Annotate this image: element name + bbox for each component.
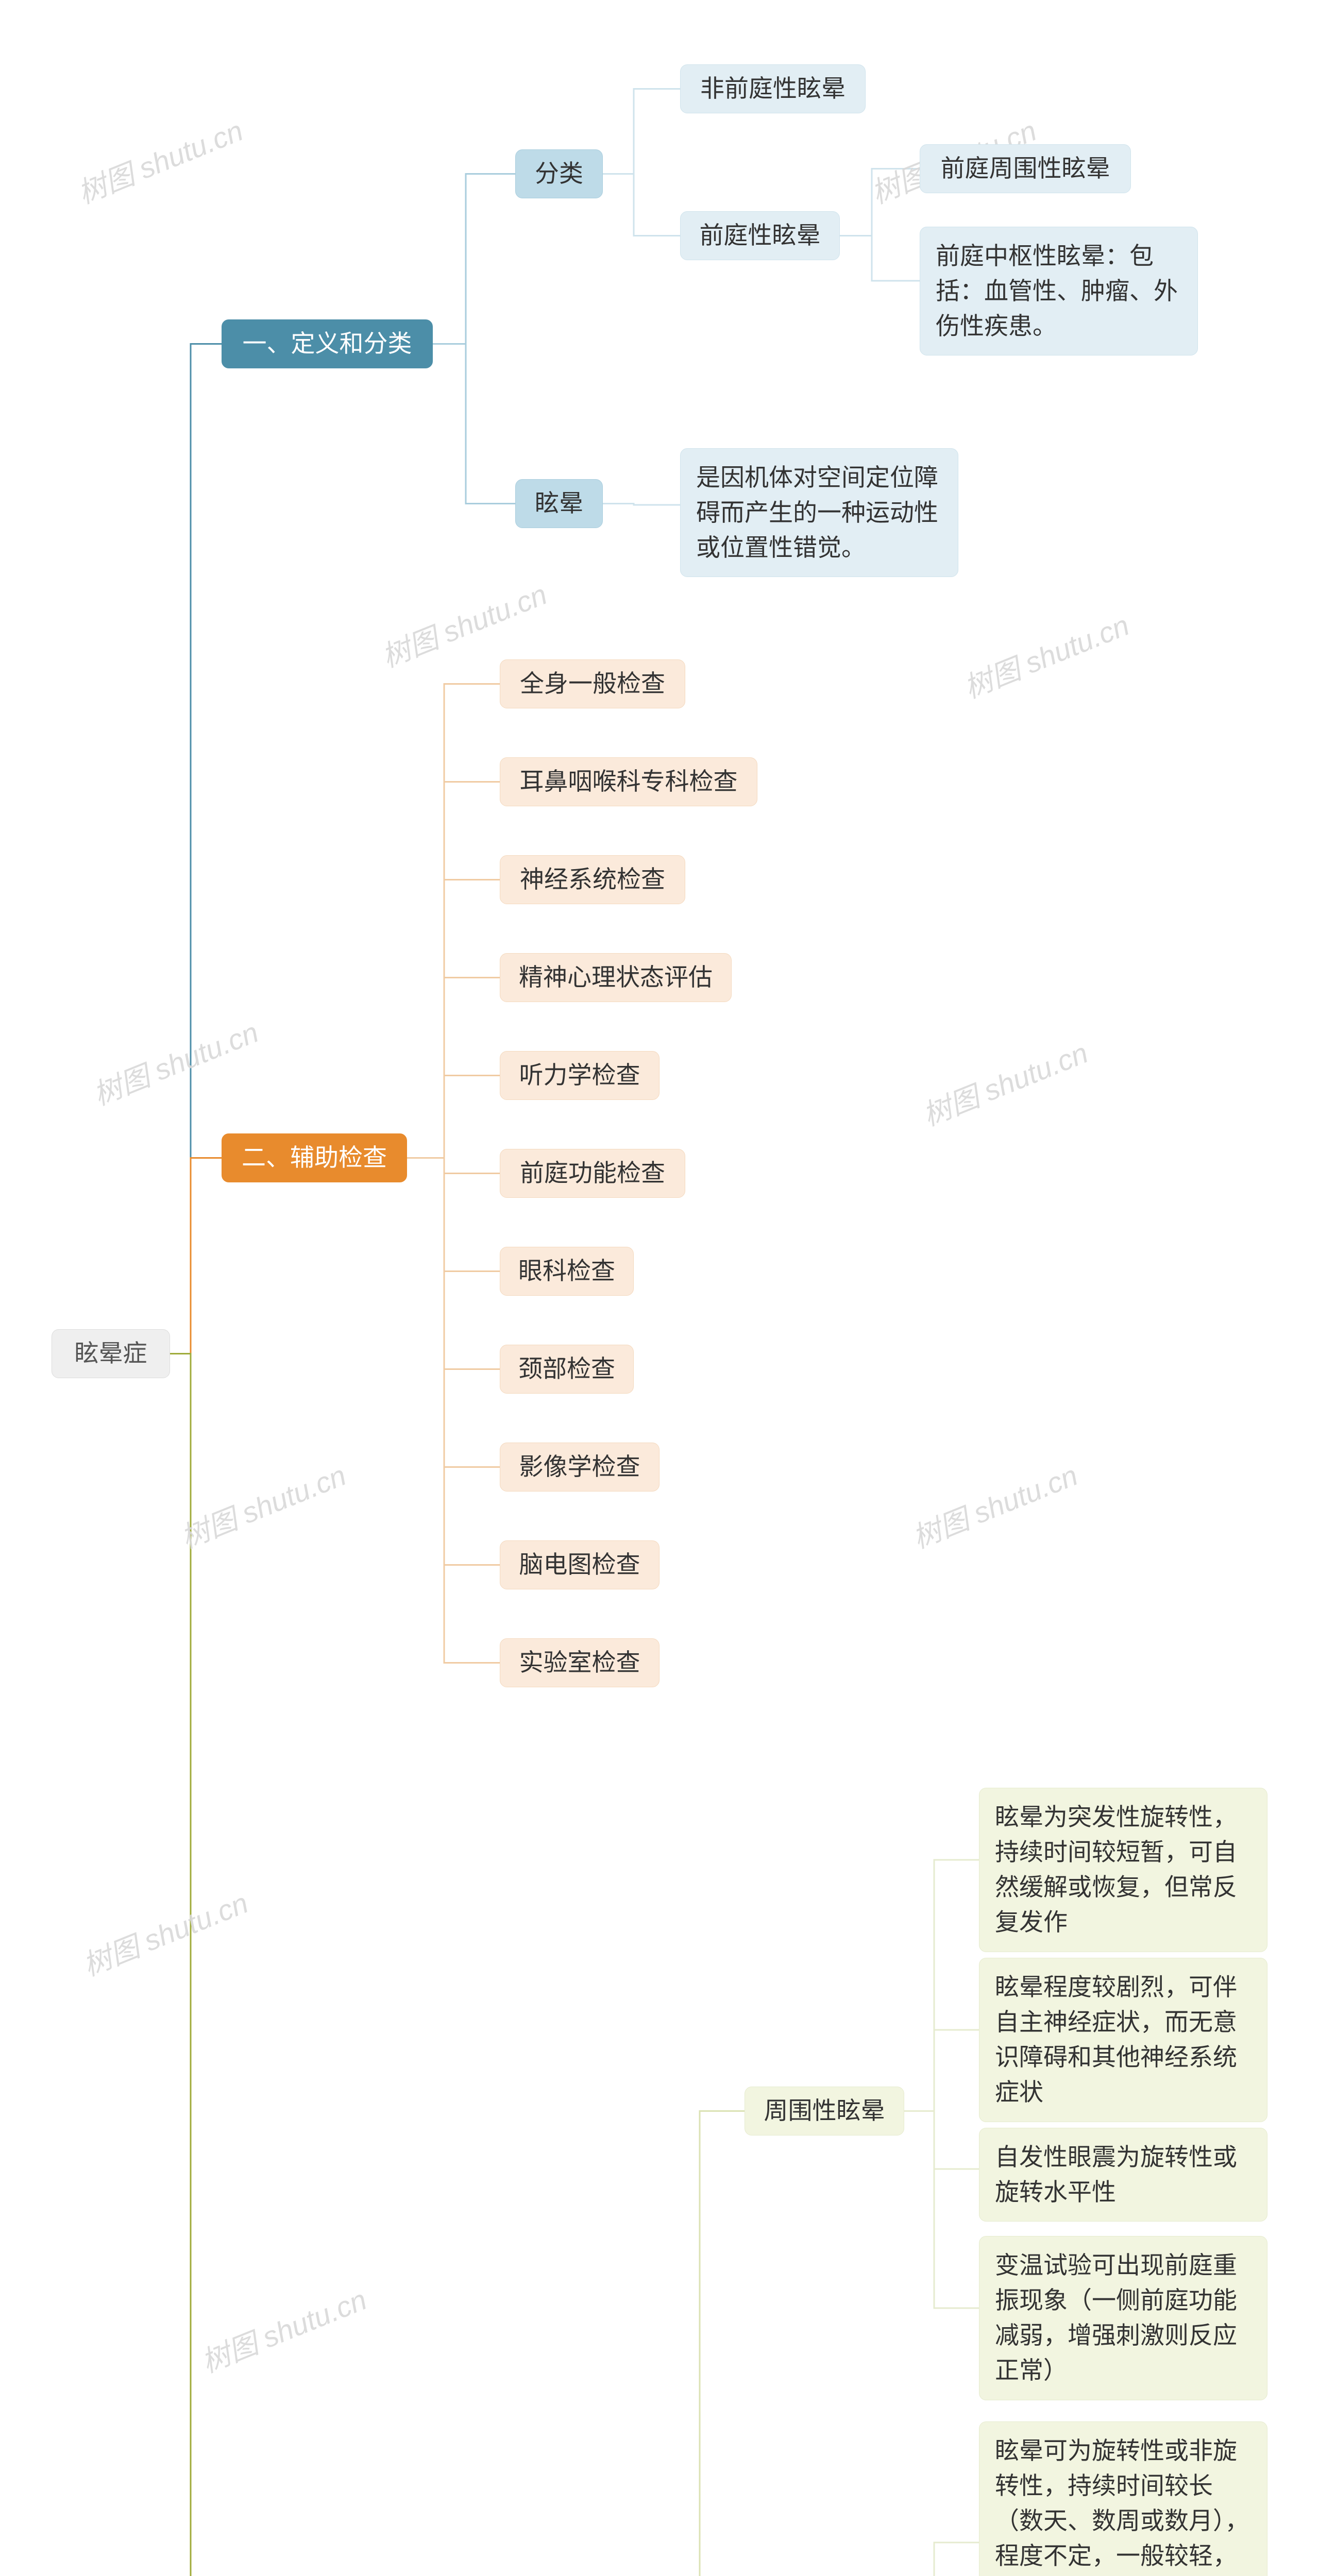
mindmap-node-g2_7[interactable]: 眼科检查: [500, 1247, 634, 1296]
connector-g1b-g1b1: [603, 504, 680, 505]
watermark: 树图 shutu.cn: [957, 602, 1135, 706]
mindmap-node-g2_8[interactable]: 颈部检查: [500, 1345, 634, 1394]
connector-root-g3: [170, 1354, 222, 2576]
mindmap-node-g3p[interactable]: 周围性眩晕: [745, 2087, 904, 2136]
connector-g3p-g3p1: [904, 1860, 979, 2111]
mindmap-node-g2_10[interactable]: 脑电图检查: [500, 1540, 660, 1589]
mindmap-node-g2_11[interactable]: 实验室检查: [500, 1638, 660, 1687]
connector-g2-g2_9: [407, 1158, 500, 1467]
watermark: 树图 shutu.cn: [76, 1880, 253, 1984]
connector-g1a-g1a2: [603, 174, 680, 236]
mindmap-node-root[interactable]: 眩晕症: [52, 1329, 170, 1378]
mindmap-node-g1a1[interactable]: 非前庭性眩晕: [680, 64, 866, 113]
watermark: 树图 shutu.cn: [916, 1030, 1093, 1134]
watermark: 树图 shutu.cn: [71, 108, 248, 212]
connector-g1a2-g1a2a: [840, 169, 920, 236]
connector-g3p-g3p3: [904, 2111, 979, 2170]
connector-g1-g1b: [433, 344, 515, 504]
mindmap-node-g1a[interactable]: 分类: [515, 149, 603, 198]
connector-g2-g2_10: [407, 1158, 500, 1565]
mindmap-node-g2_3[interactable]: 神经系统检查: [500, 855, 685, 904]
mindmap-node-g1a2a[interactable]: 前庭周围性眩晕: [920, 144, 1131, 193]
connector-g2-g2_8: [407, 1158, 500, 1369]
connector-g2-g2_3: [407, 880, 500, 1158]
mindmap-node-g2_2[interactable]: 耳鼻咽喉科专科检查: [500, 757, 757, 806]
mindmap-node-g3p1[interactable]: 眩晕为突发性旋转性，持续时间较短暂，可自然缓解或恢复，但常反复发作: [979, 1788, 1267, 1952]
connector-g2-g2_6: [407, 1158, 500, 1174]
mindmap-node-g2_4[interactable]: 精神心理状态评估: [500, 953, 732, 1002]
connector-g2-g2_4: [407, 978, 500, 1158]
connector-g3a-g3p: [670, 2111, 745, 2576]
mindmap-node-g2_9[interactable]: 影像学检查: [500, 1443, 660, 1492]
connector-g2-g2_11: [407, 1158, 500, 1663]
mindmap-node-g3p4[interactable]: 变温试验可出现前庭重振现象（一侧前庭功能减弱，增强刺激则反应正常）: [979, 2236, 1267, 2400]
connector-g1a-g1a1: [603, 89, 680, 174]
mindmap-node-g3c1[interactable]: 眩晕可为旋转性或非旋转性，持续时间较长（数天、数周或数月），程度不定，一般较轻，…: [979, 2421, 1267, 2576]
mindmap-node-g2[interactable]: 二、辅助检查: [222, 1133, 407, 1182]
connector-root-g2: [170, 1158, 222, 1354]
connector-g3p-g3p2: [904, 2030, 979, 2111]
mindmap-node-g1b1[interactable]: 是因机体对空间定位障碍而产生的一种运动性或位置性错觉。: [680, 448, 958, 577]
mindmap-node-g1[interactable]: 一、定义和分类: [222, 319, 433, 368]
mindmap-node-g1a2b[interactable]: 前庭中枢性眩晕：包括：血管性、肿瘤、外伤性疾患。: [920, 227, 1198, 355]
watermark: 树图 shutu.cn: [86, 1009, 264, 1113]
connector-g1a2-g1a2b: [840, 236, 920, 281]
watermark: 树图 shutu.cn: [194, 2277, 372, 2381]
connector-g2-g2_7: [407, 1158, 500, 1272]
connector-g2-g2_1: [407, 684, 500, 1158]
mindmap-canvas: 树图 shutu.cn 树图 shutu.cn 树图 shutu.cn 树图 shut…: [0, 0, 1319, 2576]
connector-g3c-g3c1: [904, 2543, 979, 2576]
watermark: 树图 shutu.cn: [905, 1452, 1083, 1556]
connector-g3p-g3p4: [904, 2111, 979, 2309]
mindmap-node-g1b[interactable]: 眩晕: [515, 479, 603, 528]
watermark: 树图 shutu.cn: [174, 1452, 351, 1556]
mindmap-node-g2_1[interactable]: 全身一般检查: [500, 659, 685, 708]
mindmap-node-g2_5[interactable]: 听力学检查: [500, 1051, 660, 1100]
connector-g1-g1a: [433, 174, 515, 344]
connector-root-g1: [170, 344, 222, 1354]
connector-g2-g2_5: [407, 1076, 500, 1158]
mindmap-node-g2_6[interactable]: 前庭功能检查: [500, 1149, 685, 1198]
mindmap-node-g3p2[interactable]: 眩晕程度较剧烈，可伴自主神经症状，而无意识障碍和其他神经系统症状: [979, 1958, 1267, 2122]
mindmap-node-g1a2[interactable]: 前庭性眩晕: [680, 211, 840, 260]
connector-g2-g2_2: [407, 782, 500, 1158]
mindmap-node-g3p3[interactable]: 自发性眼震为旋转性或旋转水平性: [979, 2128, 1267, 2222]
